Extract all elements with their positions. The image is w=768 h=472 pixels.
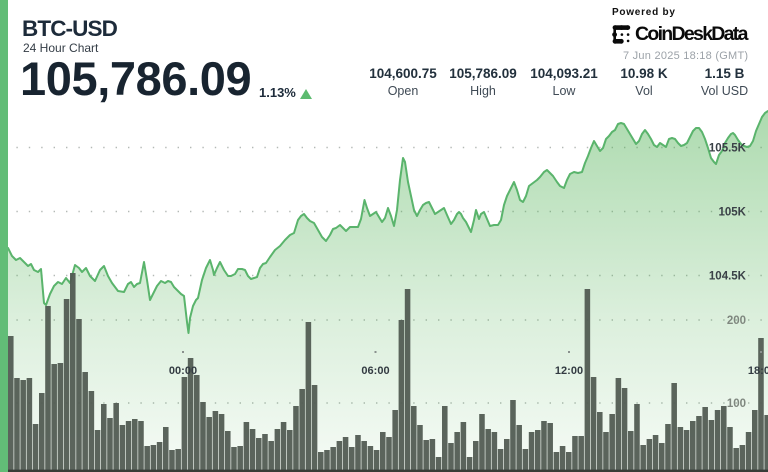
svg-text:105K: 105K	[719, 207, 747, 219]
svg-text:18:00: 18:00	[748, 365, 768, 377]
svg-text:104.5K: 104.5K	[709, 271, 747, 283]
svg-text:12:00: 12:00	[555, 365, 583, 377]
svg-text:06:00: 06:00	[361, 365, 389, 377]
svg-text:100: 100	[727, 398, 746, 410]
svg-text:00:00: 00:00	[169, 365, 197, 377]
svg-text:200: 200	[727, 315, 746, 327]
svg-text:105.5K: 105.5K	[709, 143, 747, 155]
